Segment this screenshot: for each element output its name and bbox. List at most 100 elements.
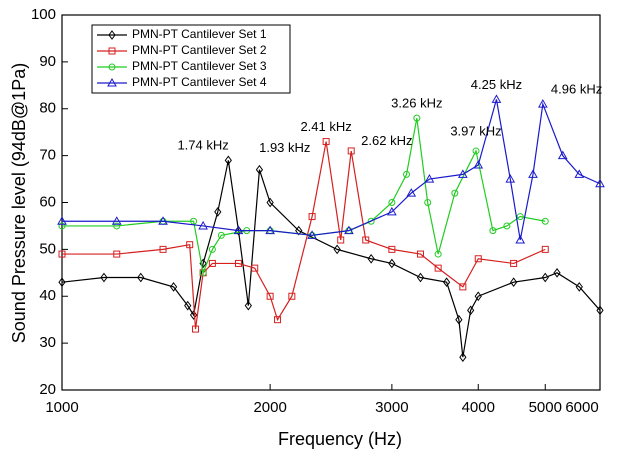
marker (108, 30, 116, 40)
marker (108, 63, 116, 71)
y-tick-label: 70 (39, 147, 56, 164)
marker (307, 230, 317, 239)
legend-box (91, 24, 291, 94)
marker (596, 305, 604, 316)
marker (111, 216, 122, 225)
marker (541, 245, 549, 253)
marker (388, 258, 396, 269)
y-tick-label: 100 (31, 6, 56, 23)
marker (159, 245, 167, 253)
marker (186, 241, 194, 249)
marker (515, 234, 526, 244)
marker (266, 292, 274, 300)
marker (347, 147, 355, 155)
marker (574, 169, 585, 178)
annotation: 3.26 kHz (391, 96, 442, 111)
marker (208, 245, 216, 253)
marker (416, 250, 424, 258)
annotation: 3.97 kHz (450, 124, 501, 139)
marker (474, 291, 482, 302)
x-tick-label: 2000 (253, 399, 286, 416)
marker (505, 174, 516, 183)
marker (474, 255, 482, 263)
marker (528, 169, 538, 178)
marker (434, 264, 442, 272)
annotation: 4.96 kHz (551, 81, 602, 96)
marker (217, 231, 225, 239)
marker (224, 155, 232, 166)
x-axis-label: Frequency (Hz) (278, 429, 402, 449)
marker (58, 250, 66, 258)
marker (274, 316, 282, 324)
marker (322, 138, 330, 146)
marker (516, 213, 524, 221)
marker (158, 216, 168, 225)
marker (100, 272, 108, 283)
marker (455, 314, 463, 325)
marker (198, 220, 208, 230)
marker (169, 282, 178, 292)
marker (113, 250, 121, 258)
marker (424, 174, 435, 183)
marker (308, 213, 316, 221)
series-line (62, 99, 601, 241)
y-tick-label: 50 (39, 240, 56, 257)
marker (367, 253, 375, 264)
marker (367, 217, 375, 225)
marker (295, 225, 303, 236)
marker (491, 94, 502, 103)
marker (509, 277, 518, 288)
marker (489, 227, 497, 235)
annotation: 4.25 kHz (471, 77, 522, 92)
marker (406, 188, 417, 197)
marker (459, 283, 467, 291)
marker (137, 272, 145, 283)
marker (266, 197, 274, 208)
marker (416, 272, 425, 283)
marker (233, 225, 244, 235)
marker (234, 259, 242, 267)
marker (541, 217, 549, 225)
marker (344, 225, 354, 235)
marker (214, 207, 222, 217)
y-axis-label: Sound Pressure level (94dB@1Pa) (9, 63, 29, 343)
x-tick-label: 6000 (565, 399, 598, 416)
y-tick-label: 30 (39, 334, 56, 351)
marker (503, 222, 511, 230)
marker (255, 164, 264, 175)
y-tick-label: 20 (39, 381, 56, 398)
y-tick-label: 80 (39, 100, 56, 117)
marker (208, 259, 216, 267)
marker (265, 225, 275, 235)
marker (424, 199, 432, 206)
marker (553, 267, 561, 278)
annotation: 1.74 kHz (177, 138, 228, 153)
annotation: 1.93 kHz (259, 140, 310, 155)
series-line (62, 141, 546, 330)
marker (442, 277, 451, 288)
marker (333, 244, 341, 255)
marker (387, 206, 397, 216)
marker (251, 264, 259, 272)
y-tick-label: 40 (39, 287, 56, 304)
marker (199, 269, 207, 277)
marker (403, 170, 411, 178)
legend-label: PMN-PT Cantilever Set 1 (132, 27, 267, 41)
marker (107, 77, 117, 87)
marker (537, 99, 548, 108)
marker (388, 245, 396, 253)
x-tick-label: 3000 (375, 399, 408, 416)
y-tick-label: 60 (39, 193, 56, 210)
marker (541, 272, 549, 283)
marker (434, 250, 442, 258)
annotation: 2.62 kHz (361, 133, 412, 148)
marker (510, 259, 518, 267)
marker (189, 310, 198, 320)
annotation: 2.41 kHz (300, 119, 351, 134)
legend-label: PMN-PT Cantilever Set 2 (132, 43, 267, 57)
x-tick-label: 4000 (462, 399, 495, 416)
marker (459, 352, 467, 363)
legend-label: PMN-PT Cantilever Set 4 (132, 75, 267, 89)
marker (467, 305, 475, 316)
